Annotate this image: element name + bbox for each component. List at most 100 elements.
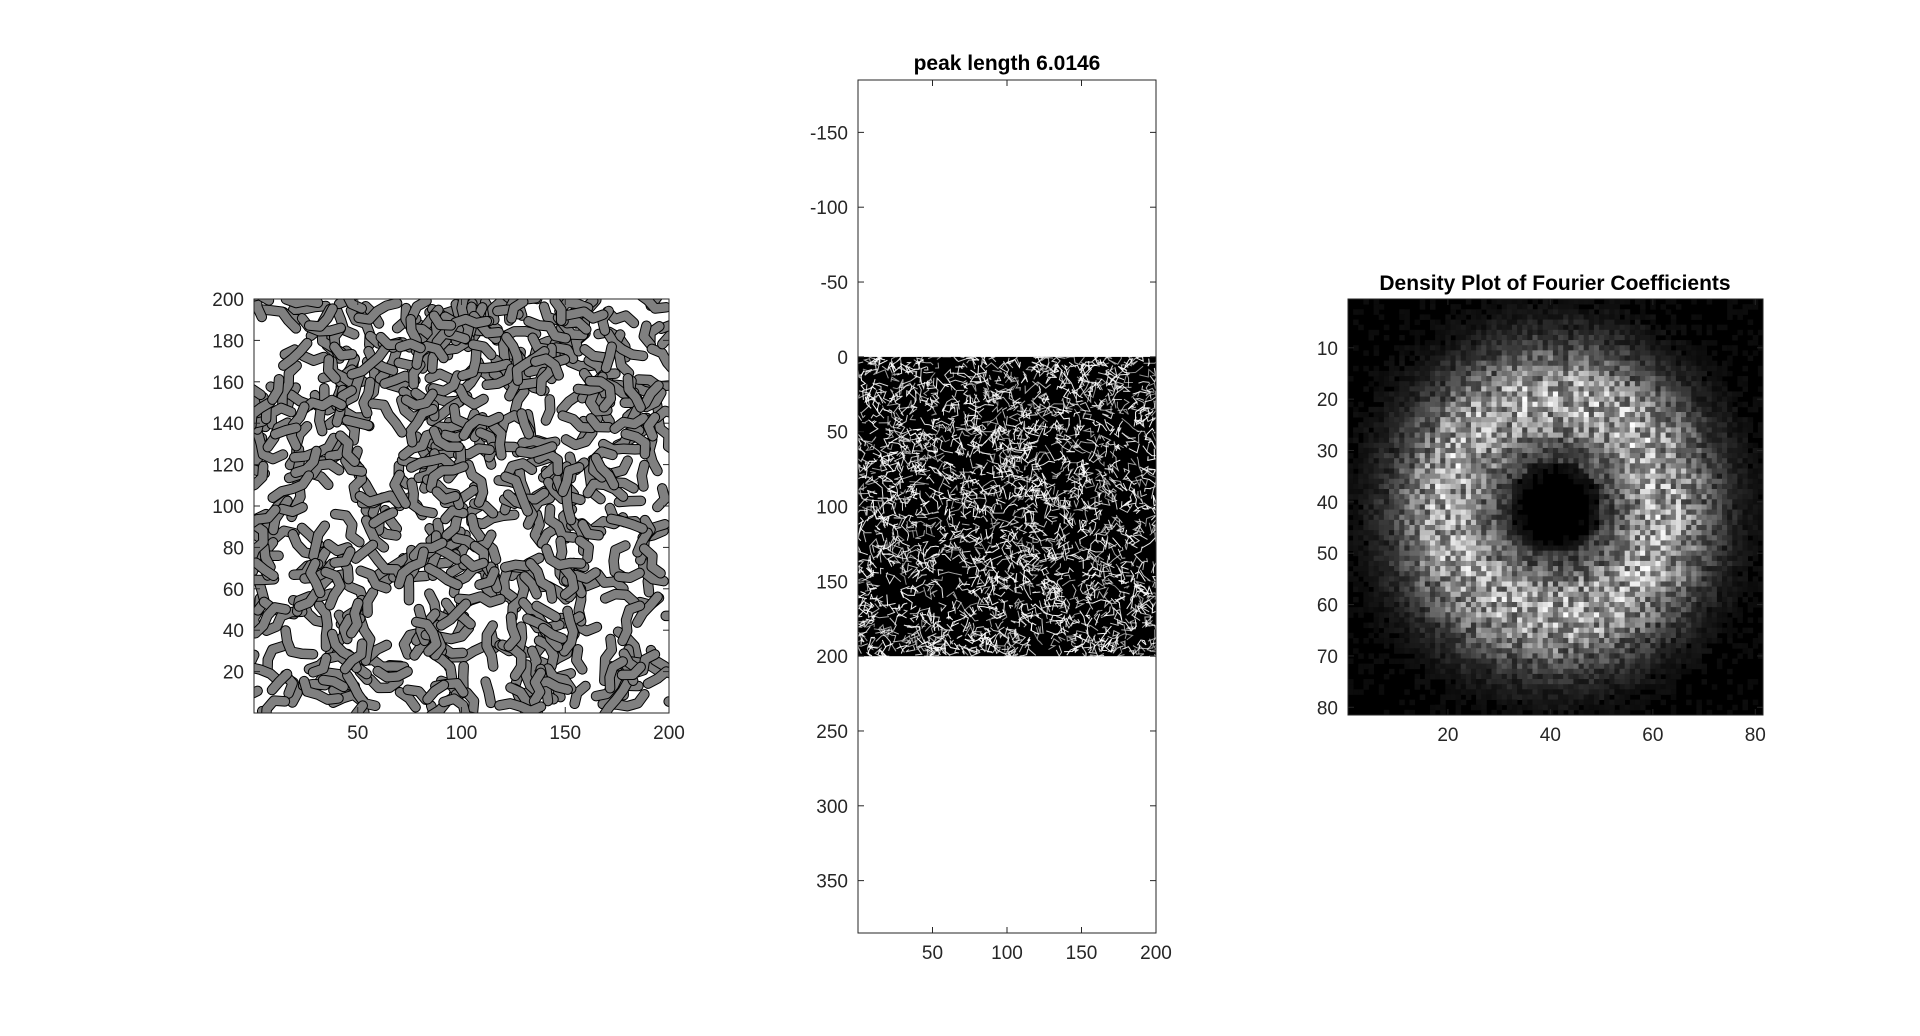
edge-segment xyxy=(1064,553,1075,561)
fourier-cell xyxy=(1722,324,1728,331)
fourier-cell xyxy=(1716,417,1723,423)
fourier-cell xyxy=(1614,304,1620,310)
fourier-cell xyxy=(1542,340,1549,346)
fourier-cell xyxy=(1394,406,1400,413)
edge-segment xyxy=(1035,527,1048,536)
fourier-cell xyxy=(1732,350,1738,356)
edge-segment xyxy=(1113,426,1120,438)
fourier-cell xyxy=(1547,334,1554,341)
fourier-cell xyxy=(1573,319,1579,326)
pattern-blob xyxy=(429,426,463,452)
pattern-blob xyxy=(308,653,331,677)
fourier-cell xyxy=(1722,442,1728,449)
fourier-cell xyxy=(1588,360,1595,367)
edge-segment xyxy=(1074,541,1083,551)
fourier-cell xyxy=(1542,386,1549,392)
fourier-cell xyxy=(1599,304,1605,310)
fourier-cell xyxy=(1429,345,1436,351)
fourier-cell xyxy=(1599,370,1605,377)
edge-segment xyxy=(1065,399,1073,410)
fourier-cell xyxy=(1399,458,1405,464)
fourier-cell xyxy=(1665,417,1672,423)
fourier-cell xyxy=(1660,401,1667,408)
fourier-cell xyxy=(1394,453,1400,459)
fourier-cell xyxy=(1476,391,1482,397)
edge-segment xyxy=(906,385,913,398)
fourier-cell xyxy=(1532,365,1538,372)
fourier-cell xyxy=(1665,458,1672,464)
fourier-cell xyxy=(1701,417,1708,423)
fourier-cell xyxy=(1445,319,1451,326)
edge-segment xyxy=(1021,641,1031,649)
edge-segment xyxy=(957,645,969,656)
fourier-cell xyxy=(1470,447,1477,454)
fourier-cell xyxy=(1701,340,1708,346)
edge-segment xyxy=(1117,548,1126,559)
edge-segment xyxy=(1008,604,1014,609)
fourier-cell xyxy=(1691,442,1697,449)
fourier-cell xyxy=(1573,432,1579,439)
edge-segment xyxy=(1054,363,1060,372)
fourier-cell xyxy=(1363,453,1369,459)
fourier-cell xyxy=(1558,406,1564,413)
fourier-cell xyxy=(1686,417,1692,423)
fourier-cell xyxy=(1742,437,1749,444)
edge-segment xyxy=(1086,599,1110,604)
fourier-cell xyxy=(1348,401,1354,408)
fourier-cell xyxy=(1634,432,1641,439)
edge-segment xyxy=(1050,357,1058,363)
fourier-cell xyxy=(1445,324,1451,331)
fourier-cell xyxy=(1563,458,1569,464)
edge-segment xyxy=(914,590,925,594)
fourier-cell xyxy=(1542,427,1549,433)
edge-segment xyxy=(1026,552,1038,566)
fourier-cell xyxy=(1429,386,1436,392)
edge-segment xyxy=(945,477,957,482)
edge-segment xyxy=(976,365,988,384)
fourier-cell xyxy=(1604,376,1610,382)
fourier-cell xyxy=(1619,401,1626,408)
fourier-cell xyxy=(1573,411,1579,418)
fourier-cell xyxy=(1409,447,1415,454)
edge-segment xyxy=(1116,525,1125,532)
fourier-cell xyxy=(1419,447,1426,454)
fourier-cell xyxy=(1527,370,1533,377)
edge-segment xyxy=(924,648,934,657)
edge-segment xyxy=(888,496,897,509)
fourier-cell xyxy=(1455,432,1462,439)
fourier-cell xyxy=(1634,355,1641,362)
pattern-blob xyxy=(645,435,662,476)
fourier-cell xyxy=(1599,376,1605,382)
fourier-cell xyxy=(1501,427,1508,433)
fourier-cell xyxy=(1399,432,1405,439)
fourier-cell xyxy=(1353,345,1359,351)
edge-segment xyxy=(1018,409,1033,426)
edge-segment xyxy=(908,514,918,528)
fourier-cell xyxy=(1624,309,1631,315)
fourier-cell xyxy=(1358,427,1364,433)
fourier-cell xyxy=(1732,422,1738,428)
edge-segment xyxy=(908,623,920,640)
fourier-cell xyxy=(1373,453,1380,459)
fourier-cell xyxy=(1650,458,1656,464)
edge-segment xyxy=(980,451,996,464)
pattern-blob xyxy=(429,371,462,396)
pattern-blob xyxy=(542,544,586,570)
edge-segment xyxy=(1061,579,1076,587)
fourier-cell xyxy=(1614,309,1620,315)
fourier-cell xyxy=(1588,376,1595,382)
fourier-cell xyxy=(1604,299,1610,305)
edge-segment xyxy=(1040,490,1049,499)
fourier-cell xyxy=(1496,365,1503,372)
fourier-cell xyxy=(1619,334,1626,341)
fourier-cell xyxy=(1460,447,1467,454)
edge-segment xyxy=(1051,547,1058,560)
edge-segment xyxy=(858,509,868,516)
fourier-cell xyxy=(1429,427,1436,433)
fourier-cell xyxy=(1506,417,1513,423)
fourier-cell xyxy=(1629,355,1636,362)
edge-segment xyxy=(994,389,1011,399)
edge-segment xyxy=(888,393,898,400)
edge-segment xyxy=(1151,603,1156,614)
fourier-cell xyxy=(1522,365,1528,372)
